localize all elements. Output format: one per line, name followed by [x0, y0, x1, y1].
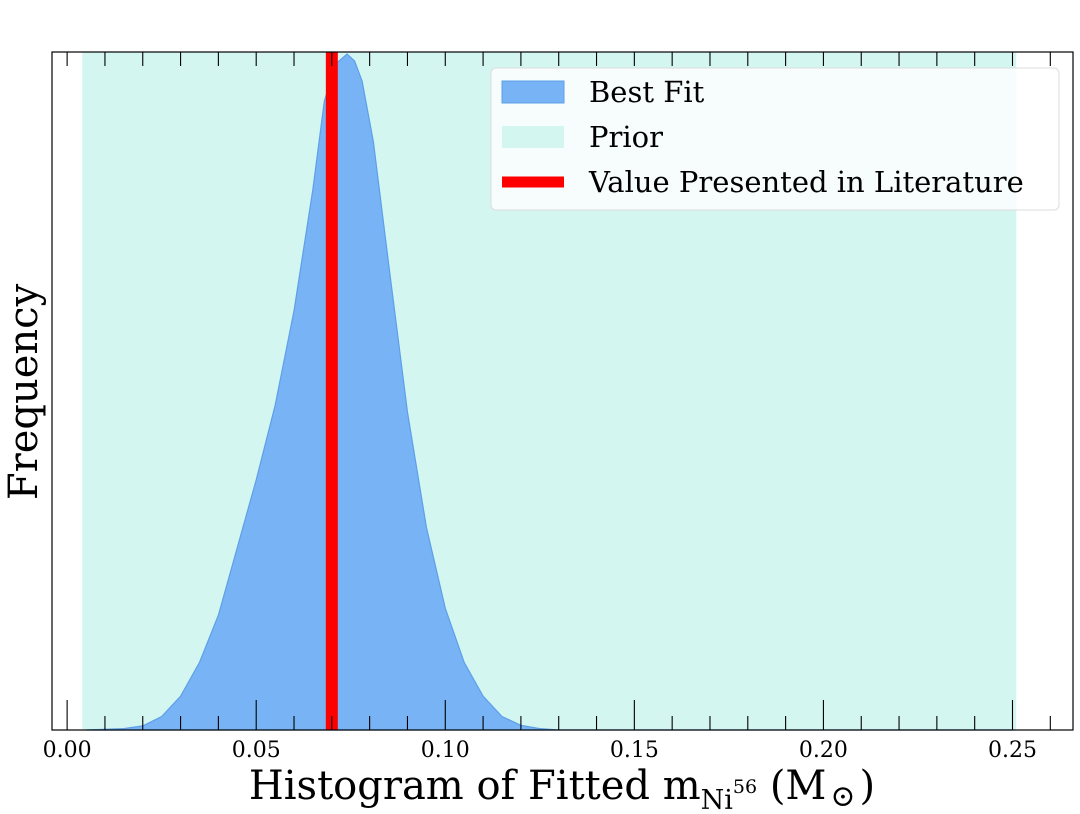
x-tick-label: 0.15: [610, 738, 659, 763]
legend-label: Value Presented in Literature: [588, 165, 1024, 199]
axes-frame: [51, 51, 1074, 731]
legend-swatch-prior: [502, 126, 564, 148]
legend-label: Best Fit: [589, 75, 705, 109]
x-tick-label: 0.25: [988, 738, 1037, 763]
x-tick-label: 0.00: [43, 738, 92, 763]
best-fit-area: [85, 53, 1013, 731]
y-axis-label: Frequency: [1, 283, 47, 500]
legend-swatch-best-fit: [501, 80, 565, 104]
axes: 0.00 0.05 0.10 0.15 0.20 0.25: [43, 51, 1074, 763]
legend-box: [490, 67, 1060, 211]
legend: Best Fit Prior Value Presented in Literatu…: [490, 67, 1060, 211]
x-tick-label: 0.05: [232, 738, 281, 763]
x-tick-label: 0.10: [421, 738, 470, 763]
x-tick-label: 0.20: [799, 738, 848, 763]
legend-label: Prior: [589, 120, 663, 154]
x-axis-label: Histogram of Fitted mNi56 (M ⊙): [249, 763, 875, 814]
